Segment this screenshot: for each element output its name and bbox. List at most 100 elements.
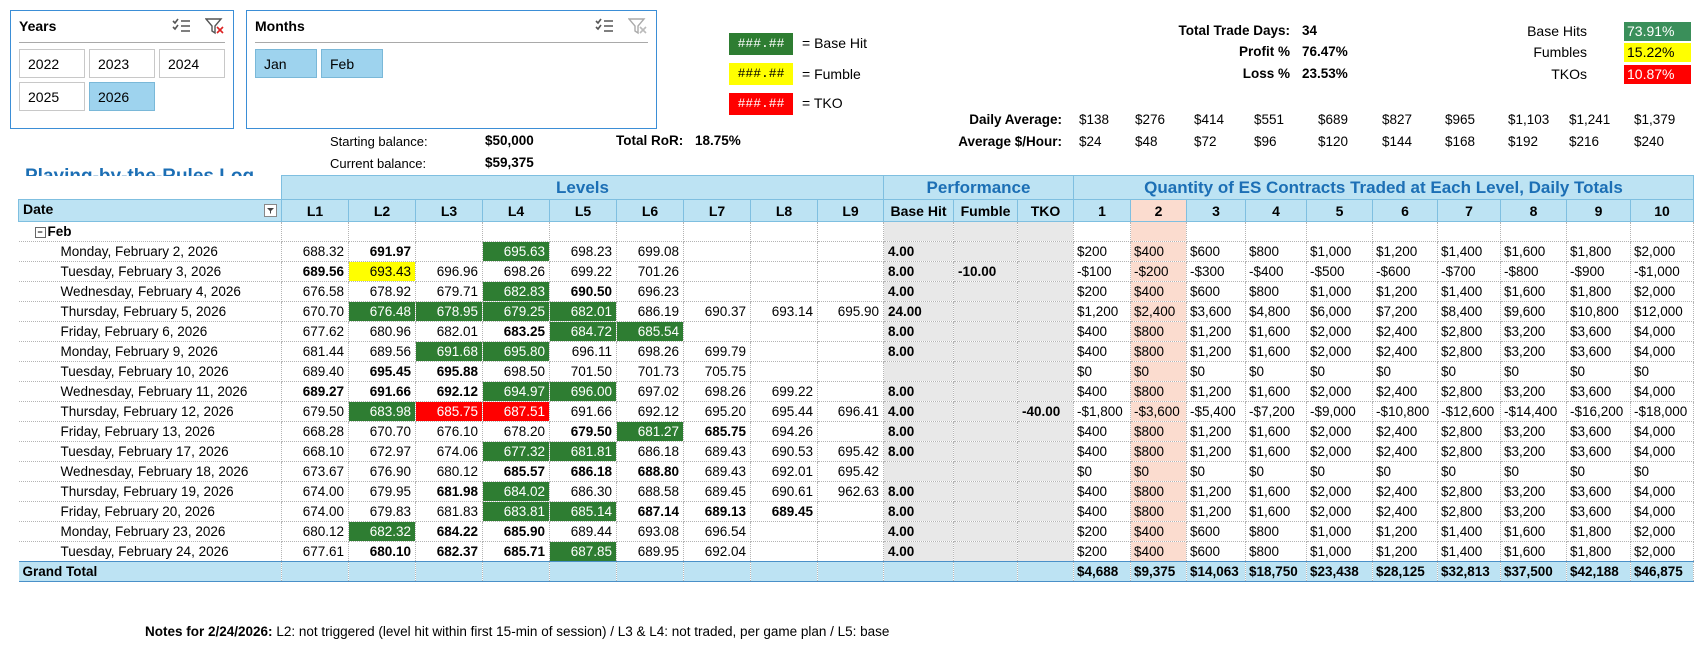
quantity-cell[interactable]: -$5,400	[1186, 401, 1246, 422]
level-cell[interactable]: 687.14	[616, 501, 684, 522]
performance-cell[interactable]	[1017, 441, 1074, 462]
performance-cell[interactable]	[953, 321, 1018, 342]
quantity-cell[interactable]: $2,000	[1630, 281, 1694, 302]
performance-cell[interactable]: 8.00	[883, 441, 954, 462]
quantity-cell[interactable]: $800	[1130, 321, 1187, 342]
date-cell[interactable]: Friday, February 20, 2026	[18, 501, 282, 522]
level-cell[interactable]: 695.44	[750, 401, 818, 422]
quantity-cell[interactable]: $1,200	[1372, 521, 1438, 542]
performance-cell[interactable]	[1017, 301, 1074, 322]
performance-cell[interactable]	[1017, 321, 1074, 342]
level-cell[interactable]: 684.72	[549, 321, 617, 342]
quantity-cell[interactable]: $400	[1073, 441, 1131, 462]
quantity-cell[interactable]: $0	[1186, 361, 1246, 382]
quantity-cell[interactable]: $4,000	[1630, 501, 1694, 522]
quantity-cell[interactable]: $1,200	[1186, 481, 1246, 502]
quantity-cell[interactable]: -$800	[1500, 261, 1567, 282]
level-cell[interactable]: 668.10	[281, 441, 349, 462]
quantity-cell[interactable]: -$1,000	[1630, 261, 1694, 282]
quantity-cell[interactable]: $200	[1073, 241, 1131, 262]
date-cell[interactable]: Friday, February 13, 2026	[18, 421, 282, 442]
quantity-cell[interactable]: -$600	[1372, 261, 1438, 282]
quantity-cell[interactable]: $1,600	[1245, 421, 1307, 442]
quantity-cell[interactable]: $400	[1073, 501, 1131, 522]
performance-cell[interactable]	[1017, 281, 1074, 302]
level-cell[interactable]: 695.88	[415, 361, 483, 382]
level-cell[interactable]: 680.12	[281, 521, 349, 542]
level-cell[interactable]: 677.62	[281, 321, 349, 342]
quantity-cell[interactable]: $1,600	[1245, 381, 1307, 402]
level-cell[interactable]: 693.08	[616, 521, 684, 542]
level-cell[interactable]: 696.11	[549, 341, 617, 362]
quantity-cell[interactable]: $1,200	[1372, 281, 1438, 302]
quantity-cell[interactable]: $2,400	[1130, 301, 1187, 322]
quantity-cell[interactable]: $600	[1186, 541, 1246, 562]
performance-cell[interactable]: 4.00	[883, 521, 954, 542]
level-cell[interactable]: 676.48	[348, 301, 416, 322]
quantity-cell[interactable]: $1,200	[1073, 301, 1131, 322]
level-cell[interactable]: 685.90	[482, 521, 550, 542]
performance-cell[interactable]	[953, 381, 1018, 402]
quantity-cell[interactable]: -$900	[1566, 261, 1631, 282]
quantity-cell[interactable]: -$18,000	[1630, 401, 1694, 422]
quantity-cell[interactable]: $800	[1130, 421, 1187, 442]
level-cell[interactable]	[750, 321, 818, 342]
quantity-cell[interactable]: $2,800	[1437, 381, 1501, 402]
level-cell[interactable]: 679.25	[482, 301, 550, 322]
level-cell[interactable]: 689.43	[683, 441, 751, 462]
year-chip-2022[interactable]: 2022	[19, 49, 85, 78]
performance-cell[interactable]: 8.00	[883, 261, 954, 282]
level-cell[interactable]: 698.26	[482, 261, 550, 282]
quantity-cell[interactable]: $2,000	[1306, 481, 1373, 502]
quantity-cell[interactable]: $2,400	[1372, 321, 1438, 342]
quantity-cell[interactable]: $0	[1437, 361, 1501, 382]
quantity-cell[interactable]: $1,000	[1306, 241, 1373, 262]
level-cell[interactable]	[817, 521, 884, 542]
performance-cell[interactable]: 4.00	[883, 401, 954, 422]
performance-cell[interactable]	[1017, 521, 1074, 542]
level-cell[interactable]: 695.90	[817, 301, 884, 322]
quantity-cell[interactable]: $800	[1130, 381, 1187, 402]
level-cell[interactable]: 685.71	[482, 541, 550, 562]
performance-cell[interactable]: 8.00	[883, 481, 954, 502]
quantity-cell[interactable]: $2,400	[1372, 481, 1438, 502]
quantity-cell[interactable]: $800	[1245, 541, 1307, 562]
quantity-cell[interactable]: $3,200	[1500, 321, 1567, 342]
level-cell[interactable]	[817, 381, 884, 402]
date-cell[interactable]: Thursday, February 5, 2026	[18, 301, 282, 322]
level-cell[interactable]: 698.26	[683, 381, 751, 402]
level-cell[interactable]: 692.01	[750, 461, 818, 482]
level-cell[interactable]: 674.00	[281, 501, 349, 522]
level-cell[interactable]: 691.66	[549, 401, 617, 422]
quantity-cell[interactable]: $0	[1306, 461, 1373, 482]
quantity-cell[interactable]: $400	[1130, 281, 1187, 302]
date-cell[interactable]: Monday, February 2, 2026	[18, 241, 282, 262]
quantity-cell[interactable]: $1,200	[1186, 321, 1246, 342]
performance-cell[interactable]	[953, 441, 1018, 462]
quantity-cell[interactable]: $0	[1130, 361, 1187, 382]
quantity-cell[interactable]: $2,400	[1372, 441, 1438, 462]
level-cell[interactable]	[683, 321, 751, 342]
date-cell[interactable]: Tuesday, February 24, 2026	[18, 541, 282, 562]
quantity-cell[interactable]: $400	[1073, 381, 1131, 402]
quantity-cell[interactable]: $2,800	[1437, 421, 1501, 442]
quantity-cell[interactable]: $1,000	[1306, 541, 1373, 562]
level-cell[interactable]: 693.14	[750, 301, 818, 322]
level-cell[interactable]: 685.75	[415, 401, 483, 422]
level-cell[interactable]: 686.30	[549, 481, 617, 502]
quantity-cell[interactable]: $400	[1073, 421, 1131, 442]
month-group-row[interactable]: − Feb	[18, 221, 282, 242]
level-cell[interactable]: 676.10	[415, 421, 483, 442]
performance-cell[interactable]	[953, 481, 1018, 502]
level-cell[interactable]	[750, 541, 818, 562]
performance-cell[interactable]	[1017, 461, 1074, 482]
month-chip-jan[interactable]: Jan	[255, 49, 317, 78]
level-cell[interactable]: 693.43	[348, 261, 416, 282]
quantity-cell[interactable]: $1,600	[1500, 241, 1567, 262]
performance-cell[interactable]: -40.00	[1017, 401, 1074, 422]
quantity-cell[interactable]: $4,800	[1245, 301, 1307, 322]
level-cell[interactable]: 696.41	[817, 401, 884, 422]
quantity-cell[interactable]: $1,400	[1437, 241, 1501, 262]
level-cell[interactable]: 679.50	[281, 401, 349, 422]
level-cell[interactable]: 696.23	[616, 281, 684, 302]
